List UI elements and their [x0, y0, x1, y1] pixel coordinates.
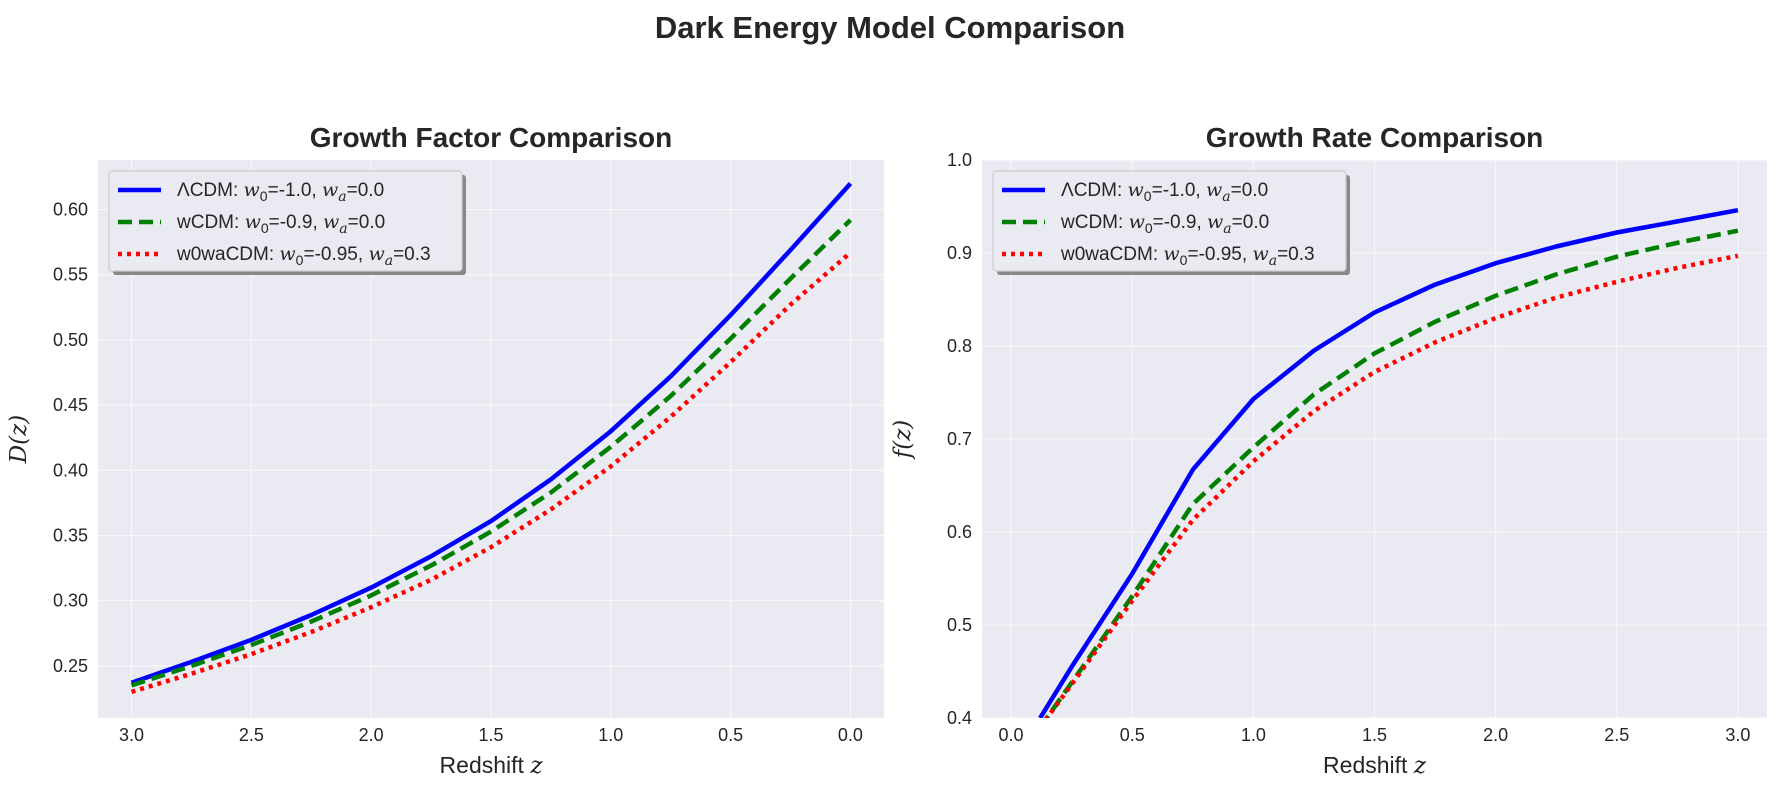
y-tick-label: 0.30 — [53, 591, 88, 611]
legend: ΛCDM: w0=-1.0, wa=0.0 wCDM: w0=-0.9, wa=0… — [108, 170, 466, 275]
growth-factor-panel: 3.0 2.5 2.0 1.5 1.0 0.5 0.0 0.25 0.30 0.35 0.40 0.4… — [6, 122, 884, 779]
y-tick-label: 0.50 — [53, 330, 88, 350]
x-tick-label: 2.0 — [1483, 725, 1508, 745]
y-tick-label: 0.40 — [53, 460, 88, 480]
series-line-2 — [1044, 253, 1739, 718]
y-tick-label: 0.45 — [53, 395, 88, 415]
series-line-0 — [130, 181, 853, 685]
figure-suptitle: Dark Energy Model Comparison — [655, 10, 1125, 45]
legend-box — [108, 170, 463, 272]
y-axis-label: f(z) — [890, 420, 916, 461]
x-tick-label: 0.0 — [838, 725, 863, 745]
y-tick-label: 0.4 — [947, 708, 972, 728]
y-tick-label: 0.5 — [947, 615, 972, 635]
x-tick-label: 0.5 — [718, 725, 743, 745]
x-tick-label: 0.5 — [1120, 725, 1145, 745]
x-tick-label: 1.5 — [1362, 725, 1387, 745]
legend-label: w0waCDM: w0=-0.95, wa=0.3 — [176, 243, 431, 269]
y-tick-label: 0.6 — [947, 522, 972, 542]
y-tick-label: 0.8 — [947, 336, 972, 356]
growth-rate-panel: 0.0 0.5 1.0 1.5 2.0 2.5 3.0 0.4 0.5 0.6 0.7 0.8 0.9 1… — [890, 122, 1767, 779]
y-axis-label: D(z) — [6, 415, 32, 465]
legend-label: ΛCDM: w0=-1.0, wa=0.0 — [177, 179, 384, 205]
y-tick-label: 0.35 — [53, 525, 88, 545]
x-tick-label: 3.0 — [1725, 725, 1750, 745]
x-tick-label: 2.5 — [1604, 725, 1629, 745]
y-tick-label: 0.25 — [53, 656, 88, 676]
series-line-1 — [130, 218, 853, 688]
legend: ΛCDM: w0=-1.0, wa=0.0 wCDM: w0=-0.9, wa=0… — [992, 170, 1350, 275]
x-tick-label: 2.0 — [359, 725, 384, 745]
y-tick-label: 0.60 — [53, 200, 88, 220]
x-tick-label: 0.0 — [999, 725, 1024, 745]
x-tick-label: 1.0 — [1241, 725, 1266, 745]
x-tick-label: 2.5 — [239, 725, 264, 745]
series-line-0 — [1038, 207, 1739, 718]
y-tick-label: 1.0 — [947, 150, 972, 170]
y-tick-label: 0.7 — [947, 429, 972, 449]
legend-label: w0waCDM: w0=-0.95, wa=0.3 — [1060, 243, 1315, 269]
series-line-2 — [130, 250, 852, 695]
chart-title: Growth Rate Comparison — [1206, 122, 1544, 153]
x-tick-label: 1.5 — [478, 725, 503, 745]
legend-label: ΛCDM: w0=-1.0, wa=0.0 — [1061, 179, 1268, 205]
legend-box — [992, 170, 1347, 272]
x-axis-label: Redshift z — [1323, 752, 1427, 779]
chart-title: Growth Factor Comparison — [310, 122, 672, 153]
x-axis-label: Redshift z — [440, 752, 544, 779]
series-line-1 — [1043, 228, 1739, 718]
x-tick-label: 3.0 — [119, 725, 144, 745]
y-tick-label: 0.55 — [53, 265, 88, 285]
legend-label: wCDM: w0=-0.9, wa=0.0 — [176, 211, 385, 237]
legend-label: wCDM: w0=-0.9, wa=0.0 — [1060, 211, 1269, 237]
x-tick-label: 1.0 — [598, 725, 623, 745]
y-tick-label: 0.9 — [947, 243, 972, 263]
